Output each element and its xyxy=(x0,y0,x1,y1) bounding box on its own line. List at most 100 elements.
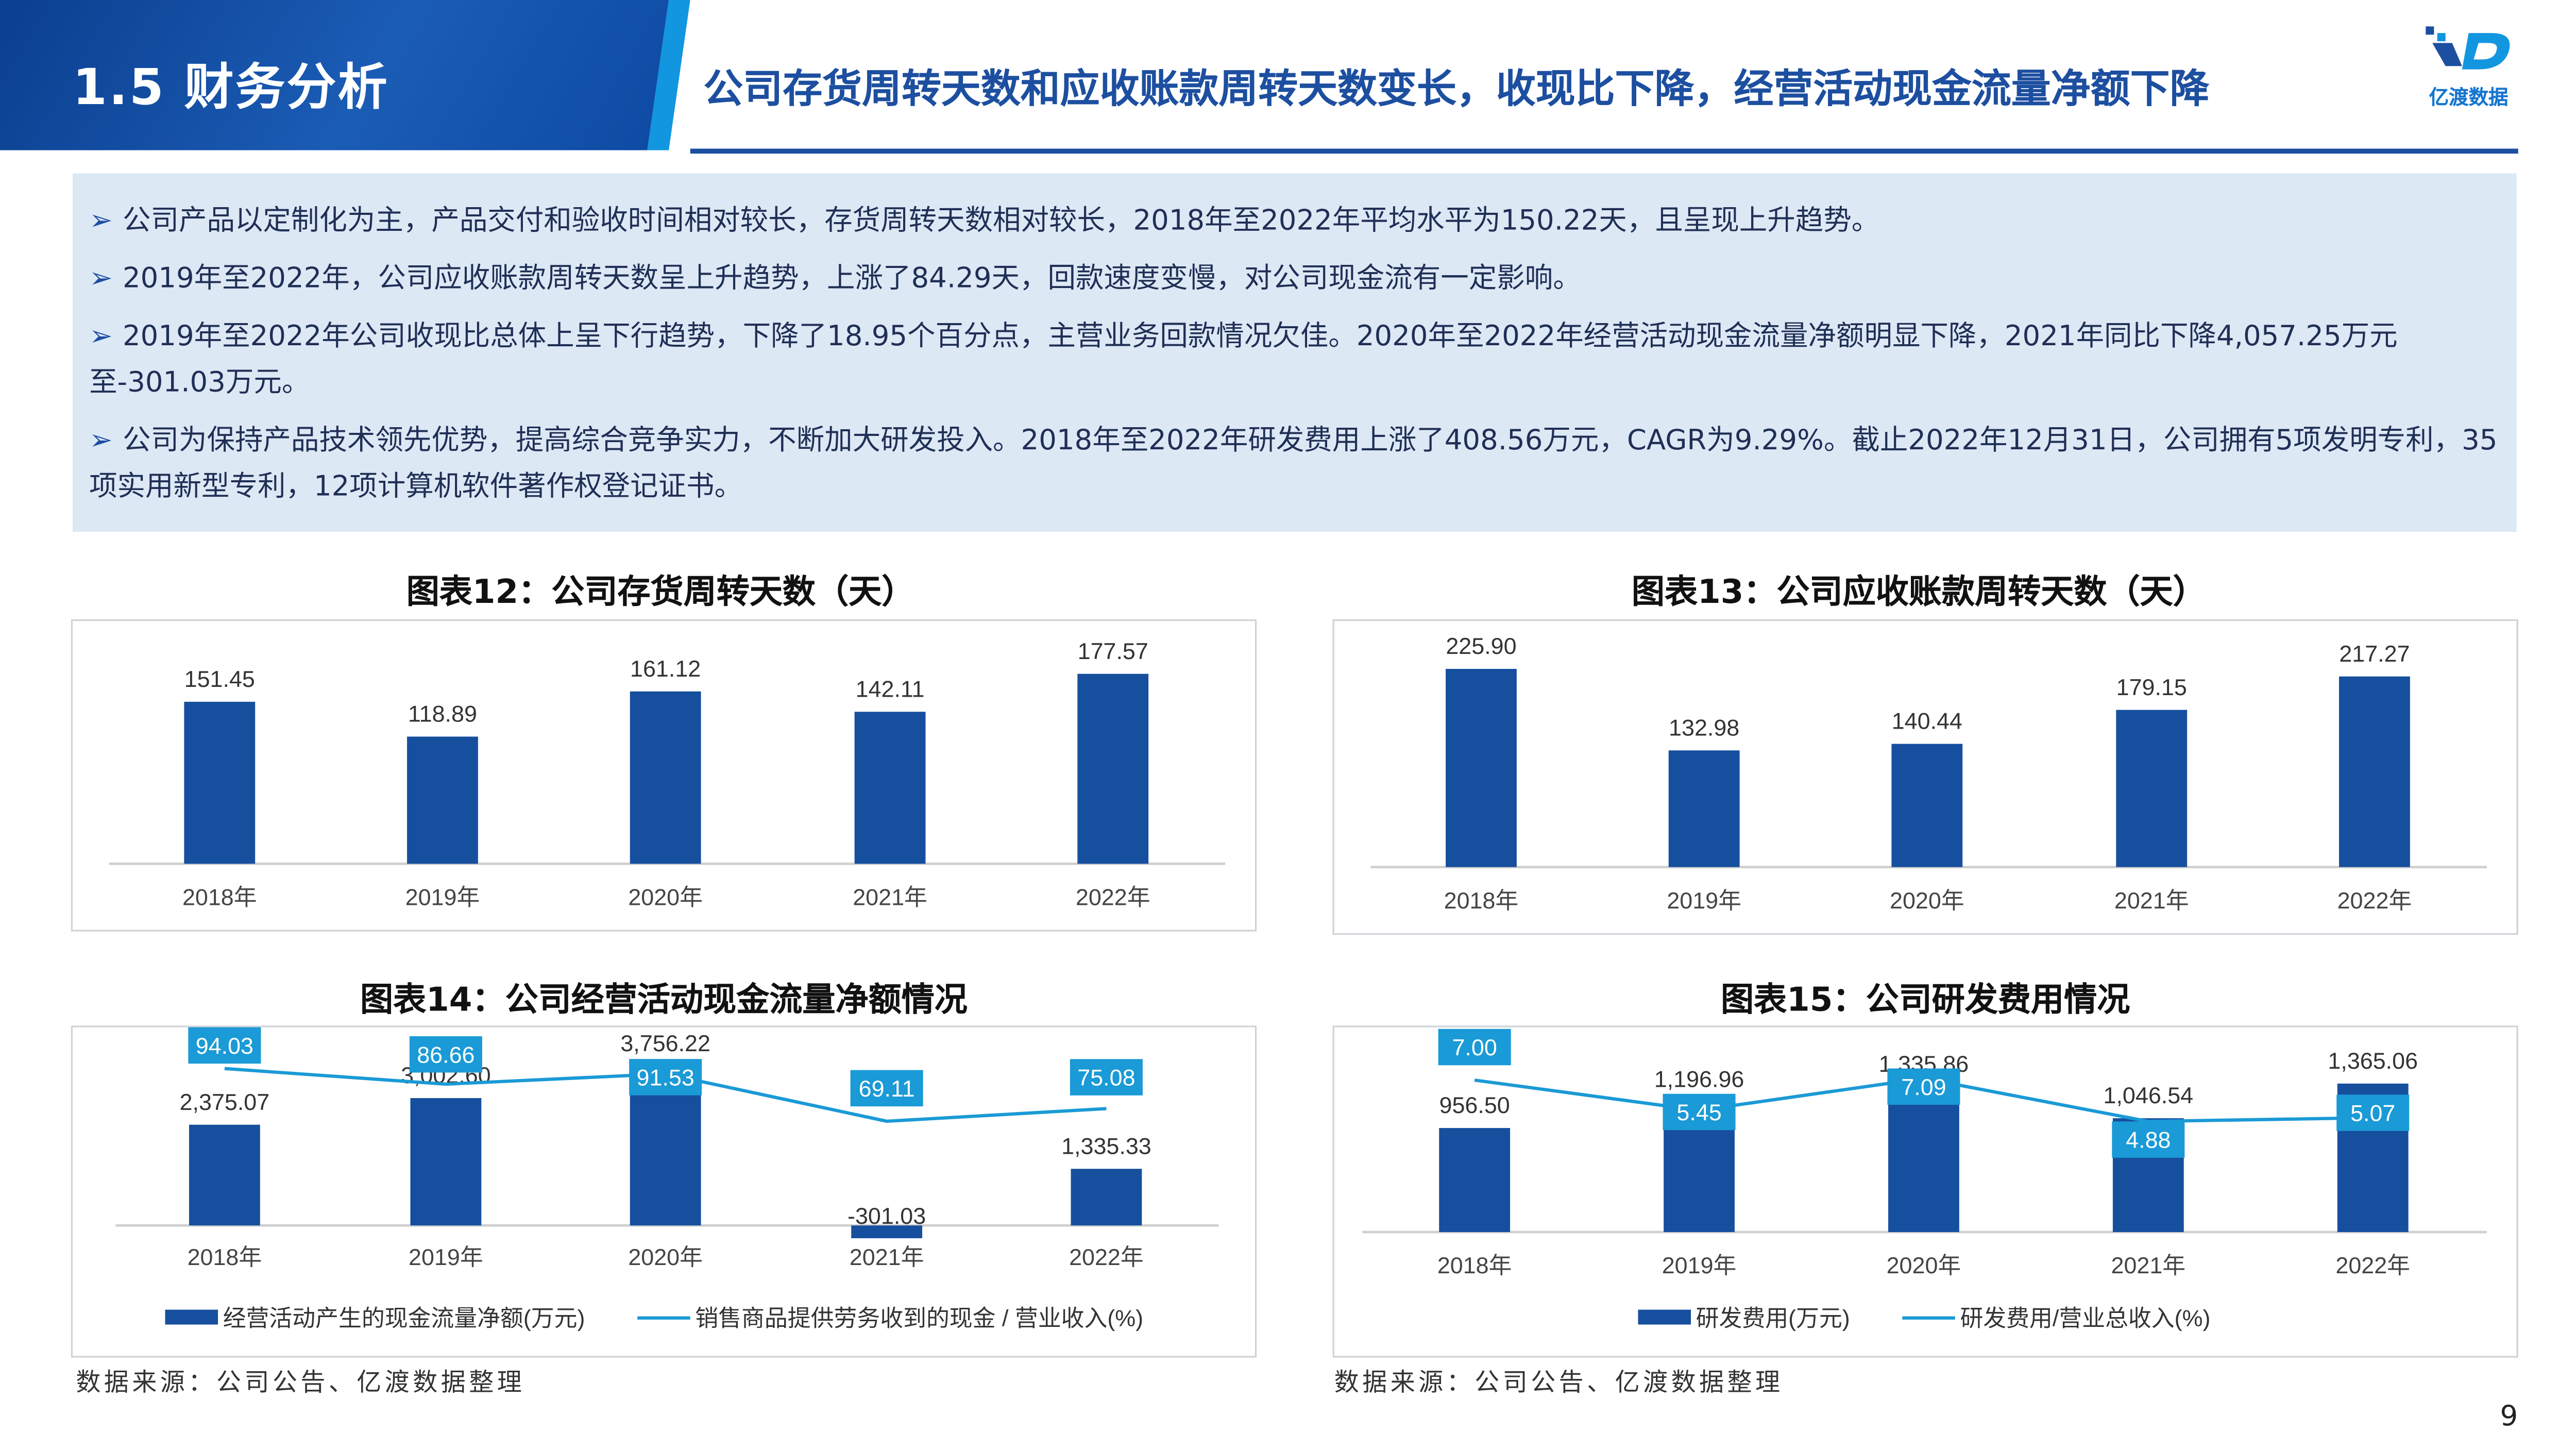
logo: 亿渡数据 xyxy=(2414,23,2523,109)
source-note-right: 数据来源：公司公告、亿渡数据整理 xyxy=(1334,1367,1784,1397)
bar-value-label: -301.03 xyxy=(848,1203,926,1229)
legend-bar-label: 研发费用(万元) xyxy=(1696,1305,1850,1332)
bar-2018年 xyxy=(1439,1128,1511,1233)
legend-bar-swatch xyxy=(165,1309,218,1325)
x-tick-label: 2020年 xyxy=(628,884,703,910)
chart-12-title: 图表12：公司存货周转天数（天） xyxy=(406,571,915,611)
header-divider xyxy=(690,148,2518,154)
line-value-box xyxy=(1663,1093,1736,1131)
chart-14-frame xyxy=(71,1025,1257,1358)
x-tick-label: 2022年 xyxy=(2337,887,2412,914)
chart-12-frame xyxy=(71,619,1257,932)
x-tick-label: 2020年 xyxy=(1890,887,1964,914)
arrow-icon: ➢ xyxy=(89,424,113,458)
line-value-box xyxy=(629,1059,702,1096)
line-value-box xyxy=(1887,1068,1960,1105)
x-tick-label: 2021年 xyxy=(2114,887,2189,914)
logo-icon xyxy=(2426,26,2510,70)
summary-panel: ➢ 公司产品以定制化为主，产品交付和验收时间相对较长，存货周转天数相对较长，201… xyxy=(73,173,2517,532)
bullet-2: ➢ 2019年至2022年，公司应收账款周转天数呈上升趋势，上涨了84.29天，回… xyxy=(89,262,1581,296)
bar-2022年 xyxy=(1077,673,1149,864)
x-tick-label: 2019年 xyxy=(1667,887,1741,914)
bar-2018年 xyxy=(184,701,256,864)
chart-15-title: 图表15：公司研发费用情况 xyxy=(1720,979,2130,1019)
bar-2019年 xyxy=(407,736,478,864)
page-title: 公司存货周转天数和应收账款周转天数变长，收现比下降，经营活动现金流量净额下降 xyxy=(703,66,2210,112)
bar-2022年 xyxy=(1071,1169,1142,1226)
line-value-box xyxy=(2336,1094,2410,1131)
section-title: 1.5 财务分析 xyxy=(73,59,389,117)
bar-value-label: 177.57 xyxy=(1078,638,1148,664)
logo-text: 亿渡数据 xyxy=(2429,86,2509,109)
legend-bar-swatch xyxy=(1638,1309,1691,1325)
line-value-label: 75.08 xyxy=(1077,1065,1135,1091)
bar-value-label: 140.44 xyxy=(1892,708,1962,734)
bar-2021年 xyxy=(2116,710,2188,867)
line-value-label: 91.53 xyxy=(637,1064,694,1090)
bar-2022年 xyxy=(2339,676,2410,867)
line-value-label: 5.45 xyxy=(1676,1099,1721,1125)
x-tick-label: 2018年 xyxy=(1437,1252,1512,1278)
line-value-label: 94.03 xyxy=(196,1033,253,1059)
x-tick-label: 2018年 xyxy=(188,1244,262,1270)
bar-2020年 xyxy=(630,691,701,864)
bar-2021年 xyxy=(851,1225,923,1238)
arrow-icon: ➢ xyxy=(89,205,113,238)
bar-value-label: 1,335.33 xyxy=(1061,1133,1151,1159)
chart-14-title: 图表14：公司经营活动现金流量净额情况 xyxy=(360,979,968,1019)
bar-value-label: 132.98 xyxy=(1669,714,1739,740)
bar-value-label: 225.90 xyxy=(1446,633,1516,659)
x-tick-label: 2021年 xyxy=(853,884,927,910)
bar-value-label: 118.89 xyxy=(408,701,477,727)
arrow-icon: ➢ xyxy=(89,320,113,353)
legend-line-label: 销售商品提供劳务收到的现金 / 营业收入(%) xyxy=(695,1305,1143,1332)
page-number: 9 xyxy=(2500,1400,2518,1434)
bar-value-label: 179.15 xyxy=(2116,674,2187,700)
line-value-label: 5.07 xyxy=(2350,1100,2395,1126)
bar-2021年 xyxy=(854,712,926,864)
x-tick-label: 2019年 xyxy=(405,884,480,910)
arrow-icon: ➢ xyxy=(89,262,113,296)
x-tick-label: 2022年 xyxy=(1076,884,1150,910)
x-tick-label: 2022年 xyxy=(1069,1244,1144,1270)
bar-2019年 xyxy=(410,1098,482,1226)
bar-value-label: 161.12 xyxy=(630,655,701,682)
legend-line-label: 研发费用/营业总收入(%) xyxy=(1960,1305,2210,1332)
chart-13-title: 图表13：公司应收账款周转天数（天） xyxy=(1631,571,2206,611)
bar-value-label: 1,046.54 xyxy=(2104,1082,2194,1108)
line-value-label: 7.00 xyxy=(1452,1034,1497,1060)
bullet-1: ➢ 公司产品以定制化为主，产品交付和验收时间相对较长，存货周转天数相对较长，201… xyxy=(89,205,1880,238)
x-tick-label: 2018年 xyxy=(182,884,257,910)
bar-2020年 xyxy=(1891,744,1963,867)
bar-value-label: 3,756.22 xyxy=(620,1030,710,1056)
bar-value-label: 956.50 xyxy=(1439,1092,1510,1118)
line-value-label: 4.88 xyxy=(2126,1127,2171,1153)
header-banner xyxy=(0,0,669,150)
bar-2020年 xyxy=(1888,1086,1959,1233)
line-value-box xyxy=(409,1036,482,1073)
x-tick-label: 2021年 xyxy=(2111,1252,2186,1278)
bar-value-label: 2,375.07 xyxy=(180,1089,270,1115)
x-tick-label: 2019年 xyxy=(409,1244,483,1270)
line-value-label: 86.66 xyxy=(417,1041,474,1068)
line-value-box xyxy=(1438,1029,1511,1066)
line-value-label: 7.09 xyxy=(1901,1074,1946,1100)
bar-value-label: 142.11 xyxy=(856,676,925,702)
x-tick-label: 2019年 xyxy=(1662,1252,1737,1278)
x-tick-label: 2018年 xyxy=(1444,887,1519,914)
line-value-box xyxy=(2112,1121,2185,1158)
line-value-box xyxy=(188,1027,261,1064)
chart-13-frame xyxy=(1332,619,2518,935)
bar-value-label: 217.27 xyxy=(2339,641,2410,667)
x-tick-label: 2020年 xyxy=(628,1244,703,1270)
bar-value-label: 1,196.96 xyxy=(1654,1066,1744,1092)
legend-bar-label: 经营活动产生的现金流量净额(万元) xyxy=(223,1305,585,1332)
bullet-3: ➢ 2019年至2022年公司收现比总体上呈下行趋势，下降了18.95个百分点，主… xyxy=(89,320,2398,400)
x-tick-label: 2021年 xyxy=(850,1244,924,1270)
bar-2018年 xyxy=(1446,669,1517,867)
line-value-label: 69.11 xyxy=(859,1075,915,1102)
bar-value-label: 151.45 xyxy=(184,666,255,692)
bar-value-label: 1,365.06 xyxy=(2328,1048,2418,1074)
bar-2019年 xyxy=(1668,750,1740,867)
